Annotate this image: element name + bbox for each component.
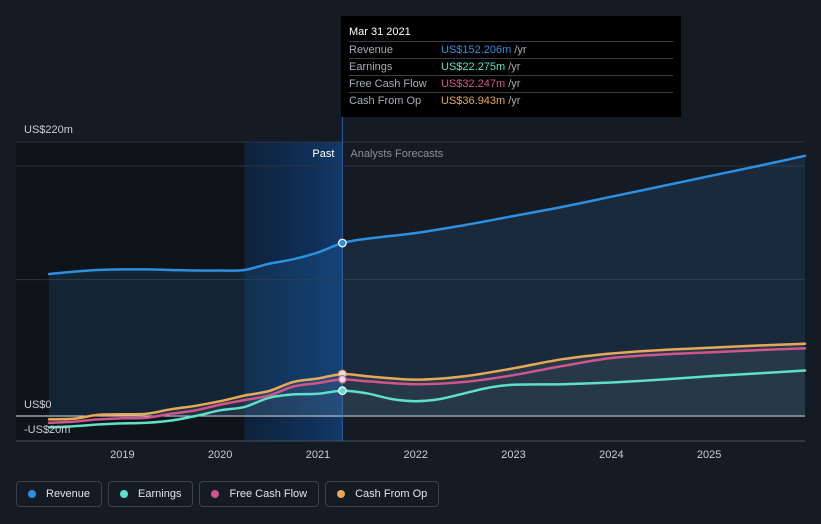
marker-revenue: [338, 238, 347, 248]
y-tick-label: -US$20m: [24, 424, 70, 436]
legend-label: Free Cash Flow: [229, 488, 308, 500]
legend-dot-icon: [211, 490, 220, 498]
tooltip-unit: /yr: [514, 44, 527, 56]
legend: Revenue Earnings Free Cash Flow Cash Fro…: [16, 481, 440, 509]
x-tick-label: 2022: [404, 449, 428, 461]
tooltip-date: Mar 31 2021: [349, 26, 411, 38]
marker-earnings: [338, 386, 347, 396]
y-tick-label: US$220m: [24, 124, 73, 136]
legend-label: Earnings: [138, 488, 182, 500]
legend-label: Revenue: [46, 488, 91, 500]
legend-dot-icon: [28, 490, 36, 498]
tooltip-value: US$152.206m: [441, 44, 512, 56]
tooltip: Mar 31 2021 Revenue US$152.206m /yr Earn…: [341, 16, 681, 117]
tooltip-value: US$36.943m: [441, 95, 506, 107]
legend-item-revenue[interactable]: Revenue: [16, 481, 103, 507]
tooltip-value: US$22.275m: [441, 61, 506, 73]
tooltip-label: Free Cash Flow: [349, 78, 427, 90]
past-label: Past: [312, 148, 334, 160]
legend-label: Cash From Op: [355, 488, 428, 500]
x-tick-label: 2020: [208, 449, 232, 461]
tooltip-unit: /yr: [508, 95, 521, 107]
legend-item-free-cash-flow[interactable]: Free Cash Flow: [199, 481, 320, 507]
legend-dot-icon: [120, 490, 129, 498]
series-line-free-cash-flow: [47, 347, 807, 425]
tooltip-row-earnings: Earnings US$22.275m /yr: [349, 58, 673, 75]
series-line-revenue: [47, 154, 807, 276]
x-tick-label: 2023: [501, 449, 525, 461]
x-tick-label: 2024: [599, 449, 623, 461]
tooltip-row-free-cash-flow: Free Cash Flow US$32.247m /yr: [349, 75, 673, 92]
tooltip-value: US$32.247m: [441, 78, 506, 90]
legend-item-cash-from-op[interactable]: Cash From Op: [325, 481, 440, 507]
tooltip-row-cash-from-op: Cash From Op US$36.943m /yr: [349, 92, 673, 109]
y-tick-label: US$0: [24, 399, 52, 411]
tooltip-label: Earnings: [349, 61, 393, 73]
series-line-earnings: [47, 369, 807, 429]
forecast-label: Analysts Forecasts: [350, 148, 443, 160]
x-tick-label: 2019: [110, 449, 134, 461]
marker-free-cash-flow: [338, 374, 347, 384]
tooltip-row-revenue: Revenue US$152.206m /yr: [349, 41, 673, 58]
tooltip-unit: /yr: [508, 78, 521, 90]
x-tick-label: 2021: [306, 449, 330, 461]
tooltip-unit: /yr: [508, 61, 521, 73]
tooltip-label: Cash From Op: [349, 95, 422, 107]
revenue-area: [49, 155, 805, 417]
highlight-band: [244, 142, 343, 441]
series-line-cash-from-op: [47, 342, 807, 421]
tooltip-label: Revenue: [349, 44, 394, 56]
legend-item-earnings[interactable]: Earnings: [108, 481, 194, 507]
legend-dot-icon: [337, 490, 346, 498]
x-tick-label: 2025: [697, 449, 721, 461]
